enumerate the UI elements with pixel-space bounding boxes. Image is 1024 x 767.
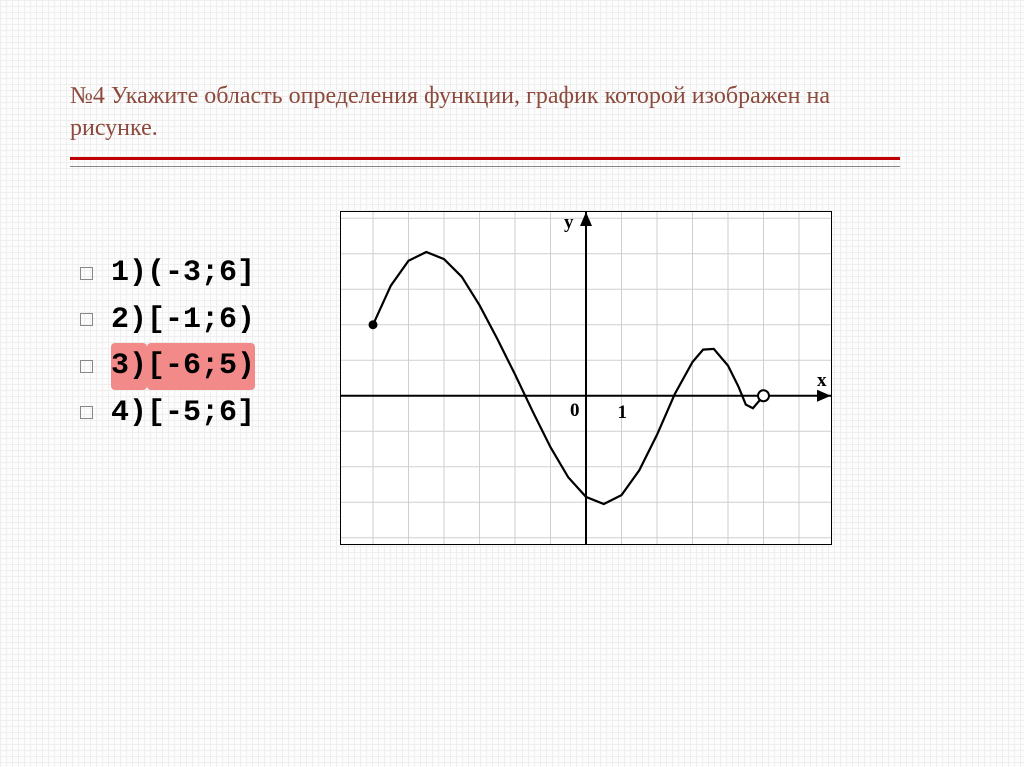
answer-list: 1) (-3;6] 2) [-1;6) 3) [-6;5) 4) [-5;6] — [80, 250, 255, 436]
function-chart: 0 1 y x — [340, 211, 832, 545]
answer-value: [-1;6) — [147, 297, 255, 344]
answer-number: 2) — [111, 297, 147, 344]
answer-option-1[interactable]: 1) (-3;6] — [80, 250, 255, 297]
answer-option-2[interactable]: 2) [-1;6) — [80, 297, 255, 344]
bullet-icon — [80, 267, 93, 280]
bullet-icon — [80, 406, 93, 419]
question-title: №4 Укажите область определения функции, … — [70, 80, 830, 145]
answer-value: [-6;5) — [147, 343, 255, 390]
answer-value: (-3;6] — [147, 250, 255, 297]
svg-text:1: 1 — [618, 402, 628, 423]
title-rule — [70, 157, 900, 167]
answer-option-3[interactable]: 3) [-6;5) — [80, 343, 255, 390]
chart-svg: 0 1 y x — [341, 212, 831, 544]
answer-number: 4) — [111, 390, 147, 437]
bullet-icon — [80, 313, 93, 326]
answer-number: 3) — [111, 343, 147, 390]
svg-text:0: 0 — [570, 400, 580, 421]
title-block: №4 Укажите область определения функции, … — [70, 80, 830, 145]
svg-text:y: y — [564, 212, 574, 233]
answer-value: [-5;6] — [147, 390, 255, 437]
svg-text:x: x — [817, 370, 827, 391]
bullet-icon — [80, 360, 93, 373]
answer-number: 1) — [111, 250, 147, 297]
answer-option-4[interactable]: 4) [-5;6] — [80, 390, 255, 437]
slide: №4 Укажите область определения функции, … — [0, 0, 1024, 767]
